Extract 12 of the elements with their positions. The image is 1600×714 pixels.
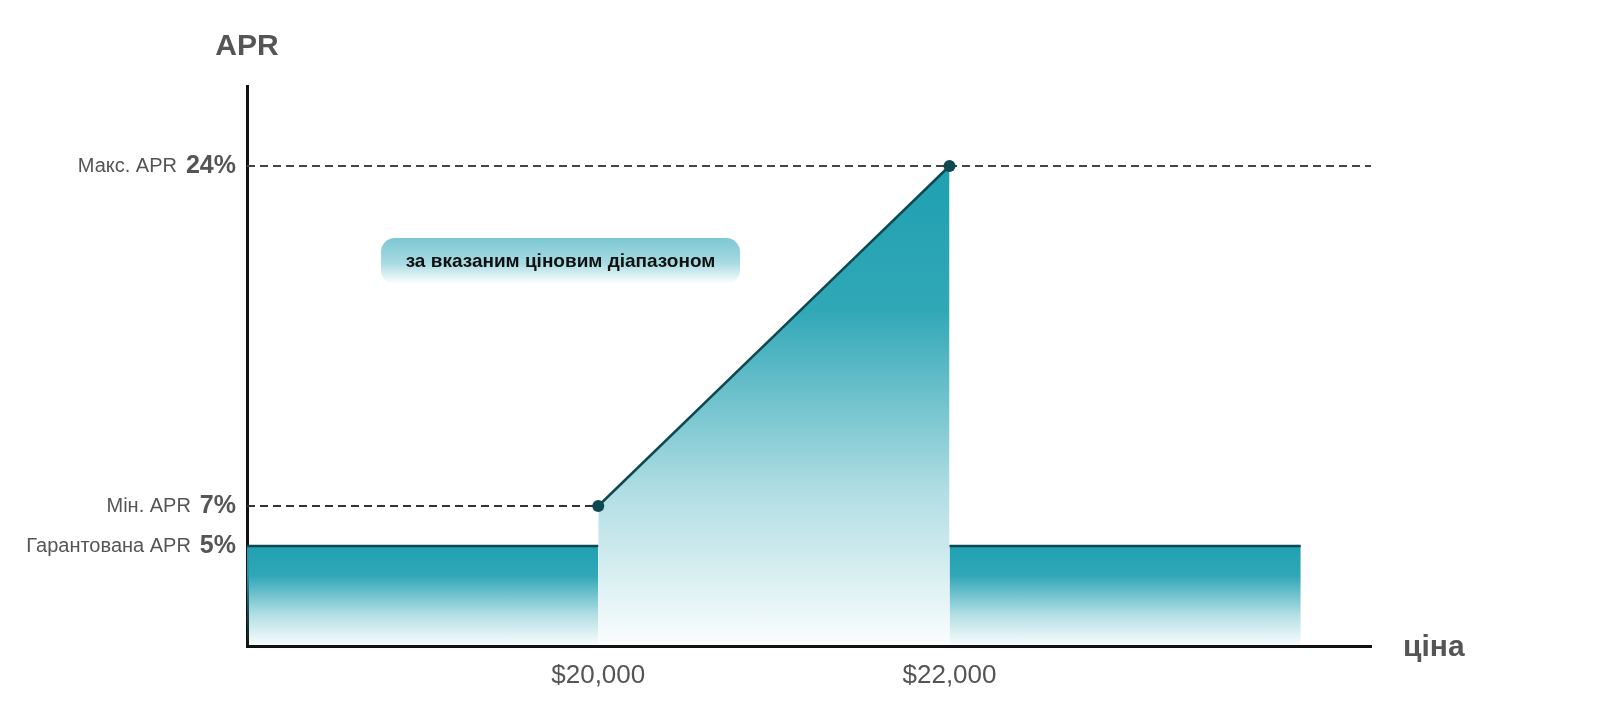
x-axis-title: ціна (1403, 629, 1465, 662)
annotation: за вказаним ціновим діапазоном (405, 250, 716, 272)
text: Мін. APR (106, 493, 191, 516)
x-tick-label: $22,000 (902, 658, 997, 689)
y-tick-label: 5% (199, 529, 236, 558)
y-tick-label: 24% (185, 149, 236, 178)
text: Макс. APR (77, 153, 177, 176)
rounded-label-box: за вказаним ціновим діапазоном (381, 238, 740, 284)
y-tick-label: 7% (199, 489, 236, 518)
y-axis-title: APR (215, 28, 279, 61)
x-tick-label: $20,000 (551, 658, 646, 689)
text: Гарантована APR (26, 533, 191, 556)
